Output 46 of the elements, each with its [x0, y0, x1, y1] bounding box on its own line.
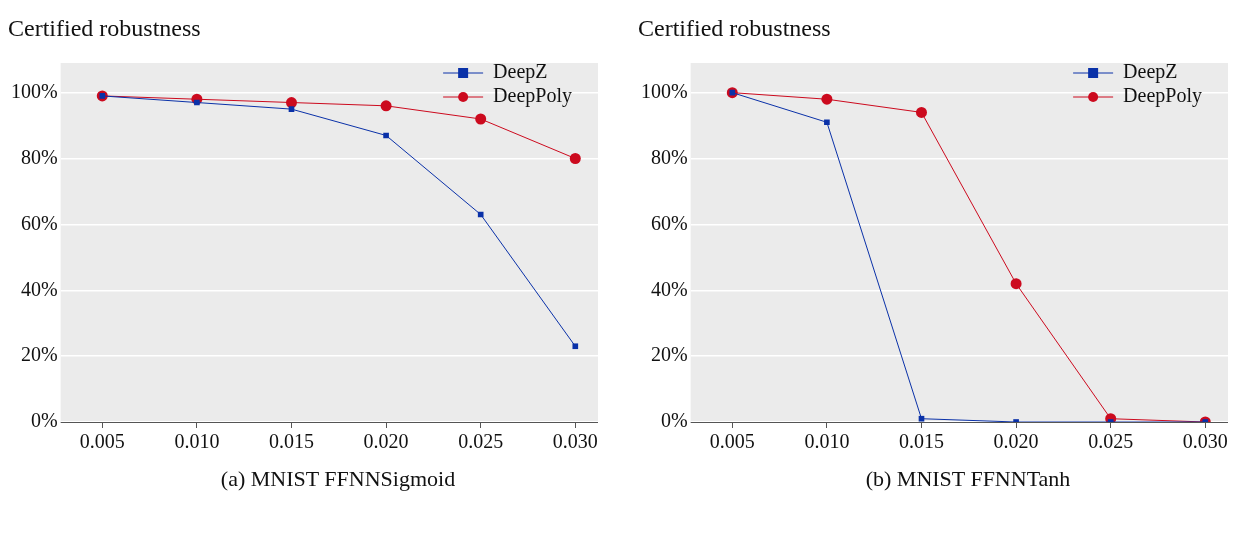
x-tick-label: 0.005 — [709, 430, 755, 453]
x-tick-label: 0.010 — [804, 430, 850, 453]
point — [477, 211, 484, 218]
y-tick-label: 60% — [20, 211, 58, 234]
x-tick-label: 0.020 — [363, 430, 409, 453]
x-tick-label: 0.025 — [458, 430, 504, 453]
y-tick-label: 100% — [640, 79, 688, 102]
x-axis-title: (b) MNIST FFNNTanh — [864, 466, 1072, 492]
point — [918, 415, 925, 422]
x-tick-label: 0.005 — [79, 430, 125, 453]
x-tick-label: 0.020 — [993, 430, 1039, 453]
x-tick-label: 0.030 — [552, 430, 598, 453]
point — [380, 100, 392, 112]
legend-label: DeepZ — [493, 60, 548, 84]
y-tick-label: 80% — [20, 145, 58, 168]
y-tick-label: 80% — [650, 145, 688, 168]
point — [383, 132, 389, 139]
y-tick-label: 20% — [650, 343, 688, 366]
y-tick-label: 40% — [650, 277, 688, 300]
x-tick-label: 0.025 — [1088, 430, 1134, 453]
point — [821, 93, 833, 105]
y-tick-label: 0% — [30, 409, 58, 432]
y-tick-label: 40% — [20, 277, 58, 300]
point — [288, 106, 295, 112]
x-tick-label: 0.015 — [268, 430, 314, 453]
x-tick-label: 0.010 — [174, 430, 220, 453]
legend-label: DeepZ — [1123, 60, 1178, 84]
y-tick-label: 20% — [20, 343, 58, 366]
point — [194, 99, 200, 106]
y-axis-title: Certified robustness — [638, 14, 832, 43]
y-tick-label: 0% — [660, 409, 688, 432]
x-tick-label: 0.030 — [1182, 430, 1228, 453]
y-axis-title: Certified robustness — [8, 14, 202, 43]
y-tick-label: 100% — [10, 79, 58, 102]
legend-label: DeepPoly — [1123, 84, 1203, 108]
point — [572, 343, 579, 350]
point — [475, 113, 487, 125]
point — [569, 153, 581, 165]
y-tick-label: 60% — [650, 211, 688, 234]
x-axis-title: (a) MNIST FFNNSigmoid — [219, 466, 457, 492]
point — [915, 106, 927, 118]
legend-label: DeepPoly — [493, 84, 573, 108]
x-tick-label: 0.015 — [898, 430, 944, 453]
point — [285, 97, 297, 109]
point — [824, 119, 830, 126]
point — [1010, 278, 1022, 290]
